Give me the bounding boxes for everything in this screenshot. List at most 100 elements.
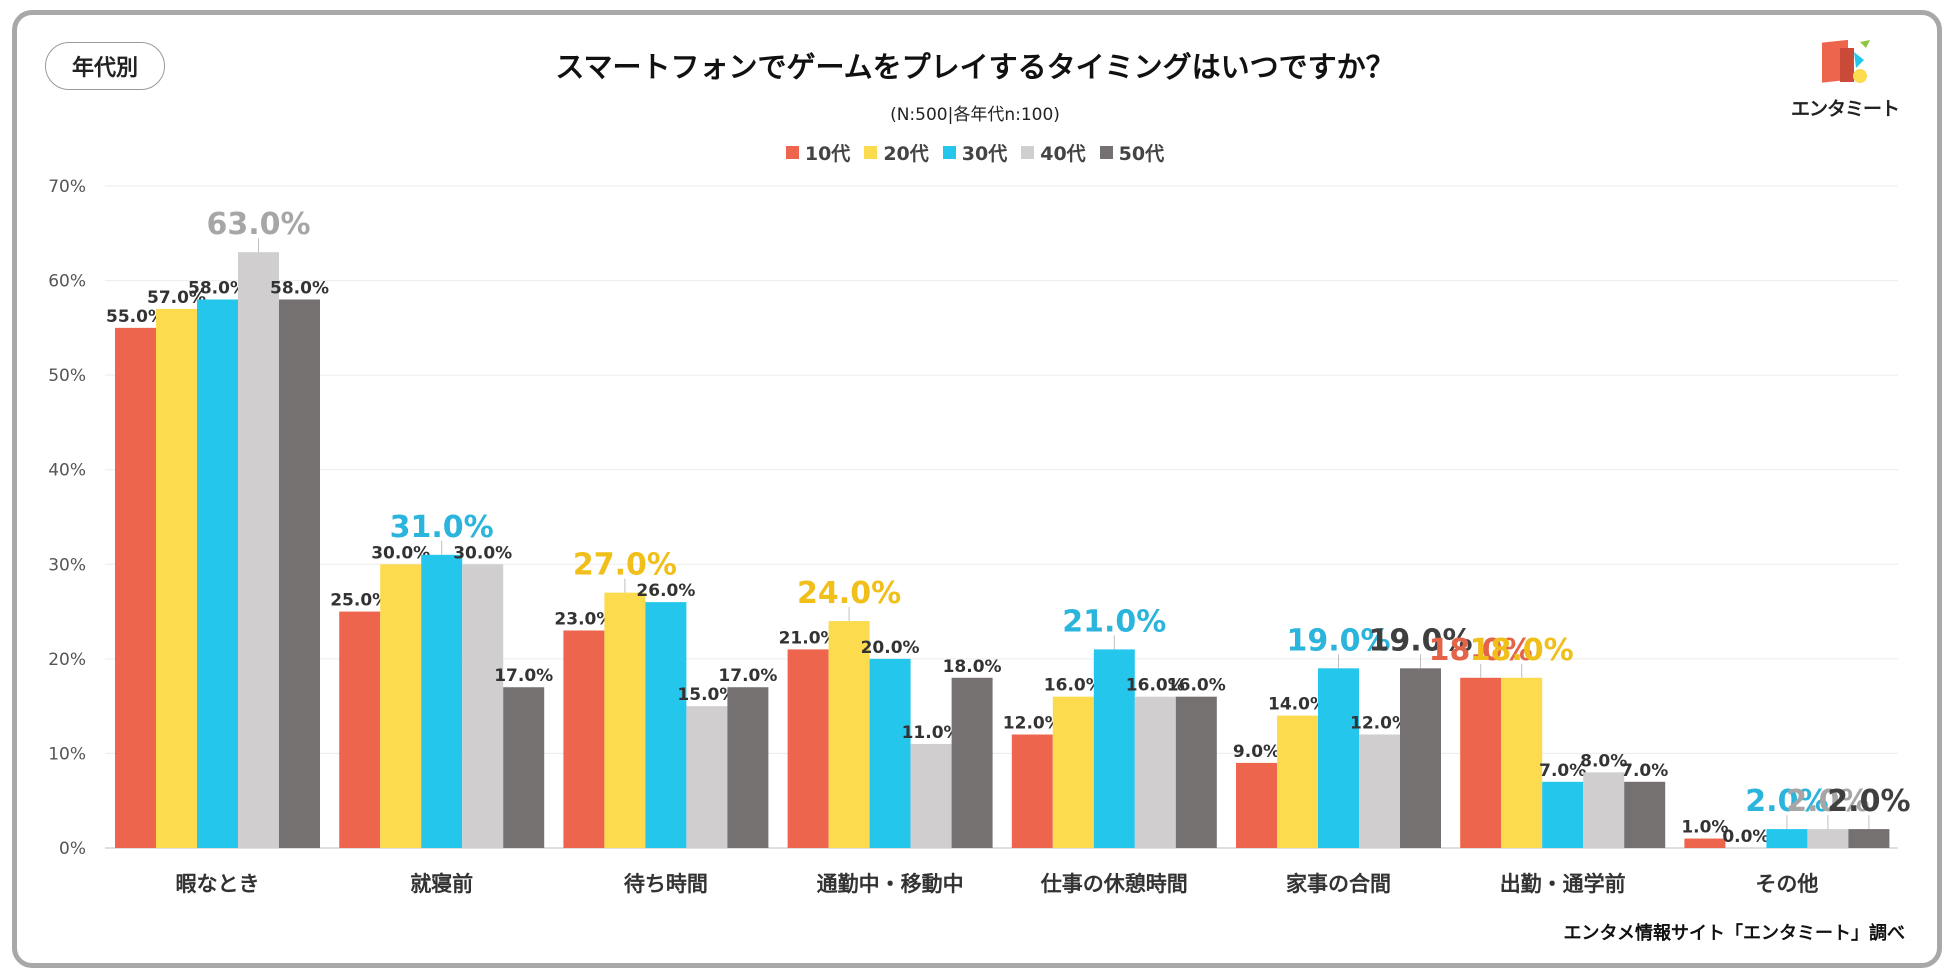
data-label: 12.0% bbox=[1350, 714, 1409, 734]
bar-4-2 bbox=[1093, 649, 1135, 848]
data-label: 16.0% bbox=[1044, 676, 1103, 696]
source-footer: エンタメ情報サイト「エンタミート」調べ bbox=[1563, 923, 1905, 944]
category-label: 出勤・通学前 bbox=[1500, 872, 1626, 896]
legend-label: 40代 bbox=[1040, 143, 1086, 165]
data-label: 11.0% bbox=[902, 723, 961, 743]
logo-icon bbox=[1822, 39, 1870, 83]
bar-6-4 bbox=[1624, 781, 1666, 848]
bar-6-0 bbox=[1460, 677, 1502, 848]
bar-1-2 bbox=[421, 554, 463, 848]
legend-swatch bbox=[1099, 146, 1113, 159]
category-label: 通勤中・移動中 bbox=[817, 872, 964, 896]
bar-1-0 bbox=[339, 611, 381, 848]
data-label: 25.0% bbox=[330, 591, 389, 611]
logo-text: エンタミート bbox=[1790, 98, 1900, 120]
category-label: 就寝前 bbox=[410, 872, 473, 896]
data-label: 8.0% bbox=[1580, 751, 1627, 771]
bar-4-4 bbox=[1175, 696, 1217, 848]
data-label: 7.0% bbox=[1621, 761, 1668, 781]
data-label: 16.0% bbox=[1126, 676, 1185, 696]
legend-swatch bbox=[785, 146, 799, 159]
data-label: 55.0% bbox=[106, 307, 165, 327]
data-label: 12.0% bbox=[1003, 714, 1062, 734]
data-label: 18.0% bbox=[943, 657, 1002, 677]
data-label: 58.0% bbox=[270, 278, 329, 298]
data-label: 0.0% bbox=[1722, 827, 1769, 847]
bar-1-4 bbox=[503, 687, 545, 848]
bar-3-4 bbox=[951, 677, 993, 848]
bar-6-1 bbox=[1501, 677, 1543, 848]
data-label: 30.0% bbox=[371, 543, 430, 563]
legend-swatch bbox=[1021, 146, 1035, 159]
chart-title: スマートフォンでゲームをプレイするタイミングはいつですか？ bbox=[555, 50, 1395, 84]
y-tick-label: 40% bbox=[48, 461, 86, 481]
data-label: 26.0% bbox=[636, 581, 695, 601]
bar-3-0 bbox=[787, 649, 829, 848]
bar-2-1 bbox=[604, 592, 646, 848]
data-label: 20.0% bbox=[861, 638, 920, 658]
bar-2-4 bbox=[727, 687, 769, 848]
entamit-logo: エンタミート bbox=[1790, 38, 1900, 123]
legend-swatch bbox=[942, 146, 956, 159]
category-label: 待ち時間 bbox=[624, 872, 708, 896]
bar-7-0 bbox=[1684, 838, 1726, 848]
bar-0-2 bbox=[197, 299, 238, 848]
bar-7-3 bbox=[1807, 829, 1849, 848]
bar-0-3 bbox=[238, 252, 279, 848]
data-label: 17.0% bbox=[494, 666, 553, 686]
y-tick-label: 30% bbox=[48, 555, 86, 575]
data-label-highlight: 31.0% bbox=[390, 510, 494, 545]
data-label-highlight: 2.0% bbox=[1827, 784, 1910, 819]
bar-0-4 bbox=[279, 299, 320, 848]
data-label: 17.0% bbox=[718, 666, 777, 686]
data-label: 57.0% bbox=[147, 288, 206, 308]
badge-label: 年代別 bbox=[71, 56, 138, 81]
legend-label: 20代 bbox=[883, 143, 929, 165]
y-tick-label: 50% bbox=[48, 366, 86, 386]
data-label-highlight: 27.0% bbox=[573, 548, 677, 583]
bar-5-3 bbox=[1359, 734, 1400, 848]
data-label: 23.0% bbox=[554, 609, 613, 629]
data-label: 15.0% bbox=[677, 685, 736, 705]
legend-item-0: 10代 bbox=[785, 139, 851, 166]
data-label-highlight: 21.0% bbox=[1062, 604, 1166, 639]
bar-1-3 bbox=[462, 564, 504, 848]
data-label: 16.0% bbox=[1167, 676, 1226, 696]
data-label: 14.0% bbox=[1268, 695, 1327, 715]
data-label: 9.0% bbox=[1233, 742, 1280, 762]
data-label: 30.0% bbox=[453, 543, 512, 563]
legend-item-2: 30代 bbox=[942, 139, 1008, 166]
category-label: 家事の合間 bbox=[1286, 872, 1391, 896]
bar-3-1 bbox=[828, 621, 870, 848]
bar-4-1 bbox=[1052, 696, 1094, 848]
age-group-badge: 年代別 bbox=[45, 42, 165, 90]
data-label: 21.0% bbox=[779, 628, 838, 648]
bar-0-0 bbox=[115, 327, 156, 848]
chart-legend: 10代 20代 30代 40代 50代 bbox=[0, 139, 1950, 166]
legend-item-4: 50代 bbox=[1099, 139, 1164, 166]
bar-5-0 bbox=[1236, 762, 1277, 848]
data-label-highlight: 2.0% bbox=[1745, 784, 1828, 819]
chart-subtitle: (N:500|各年代n:100) bbox=[890, 105, 1060, 125]
bar-4-0 bbox=[1011, 734, 1053, 848]
category-label: 暇なとき bbox=[176, 872, 260, 896]
y-tick-label: 0% bbox=[59, 839, 86, 859]
bar-6-3 bbox=[1583, 772, 1625, 848]
bar-7-2 bbox=[1766, 829, 1808, 848]
legend-label: 10代 bbox=[804, 143, 851, 165]
bar-2-2 bbox=[645, 602, 687, 848]
data-label: 7.0% bbox=[1539, 761, 1586, 781]
data-label-highlight: 63.0% bbox=[206, 207, 310, 242]
legend-label: 30代 bbox=[961, 143, 1008, 165]
y-tick-label: 70% bbox=[48, 177, 86, 197]
data-label-highlight: 24.0% bbox=[797, 576, 901, 611]
bar-6-2 bbox=[1542, 781, 1584, 848]
bar-3-3 bbox=[910, 743, 952, 848]
data-label-highlight: 18.0% bbox=[1470, 633, 1574, 668]
bar-0-1 bbox=[156, 308, 197, 848]
y-tick-label: 20% bbox=[48, 650, 86, 670]
data-label-highlight: 19.0% bbox=[1368, 623, 1472, 658]
data-label-highlight: 18.0% bbox=[1429, 633, 1533, 668]
bar-4-3 bbox=[1134, 696, 1176, 848]
